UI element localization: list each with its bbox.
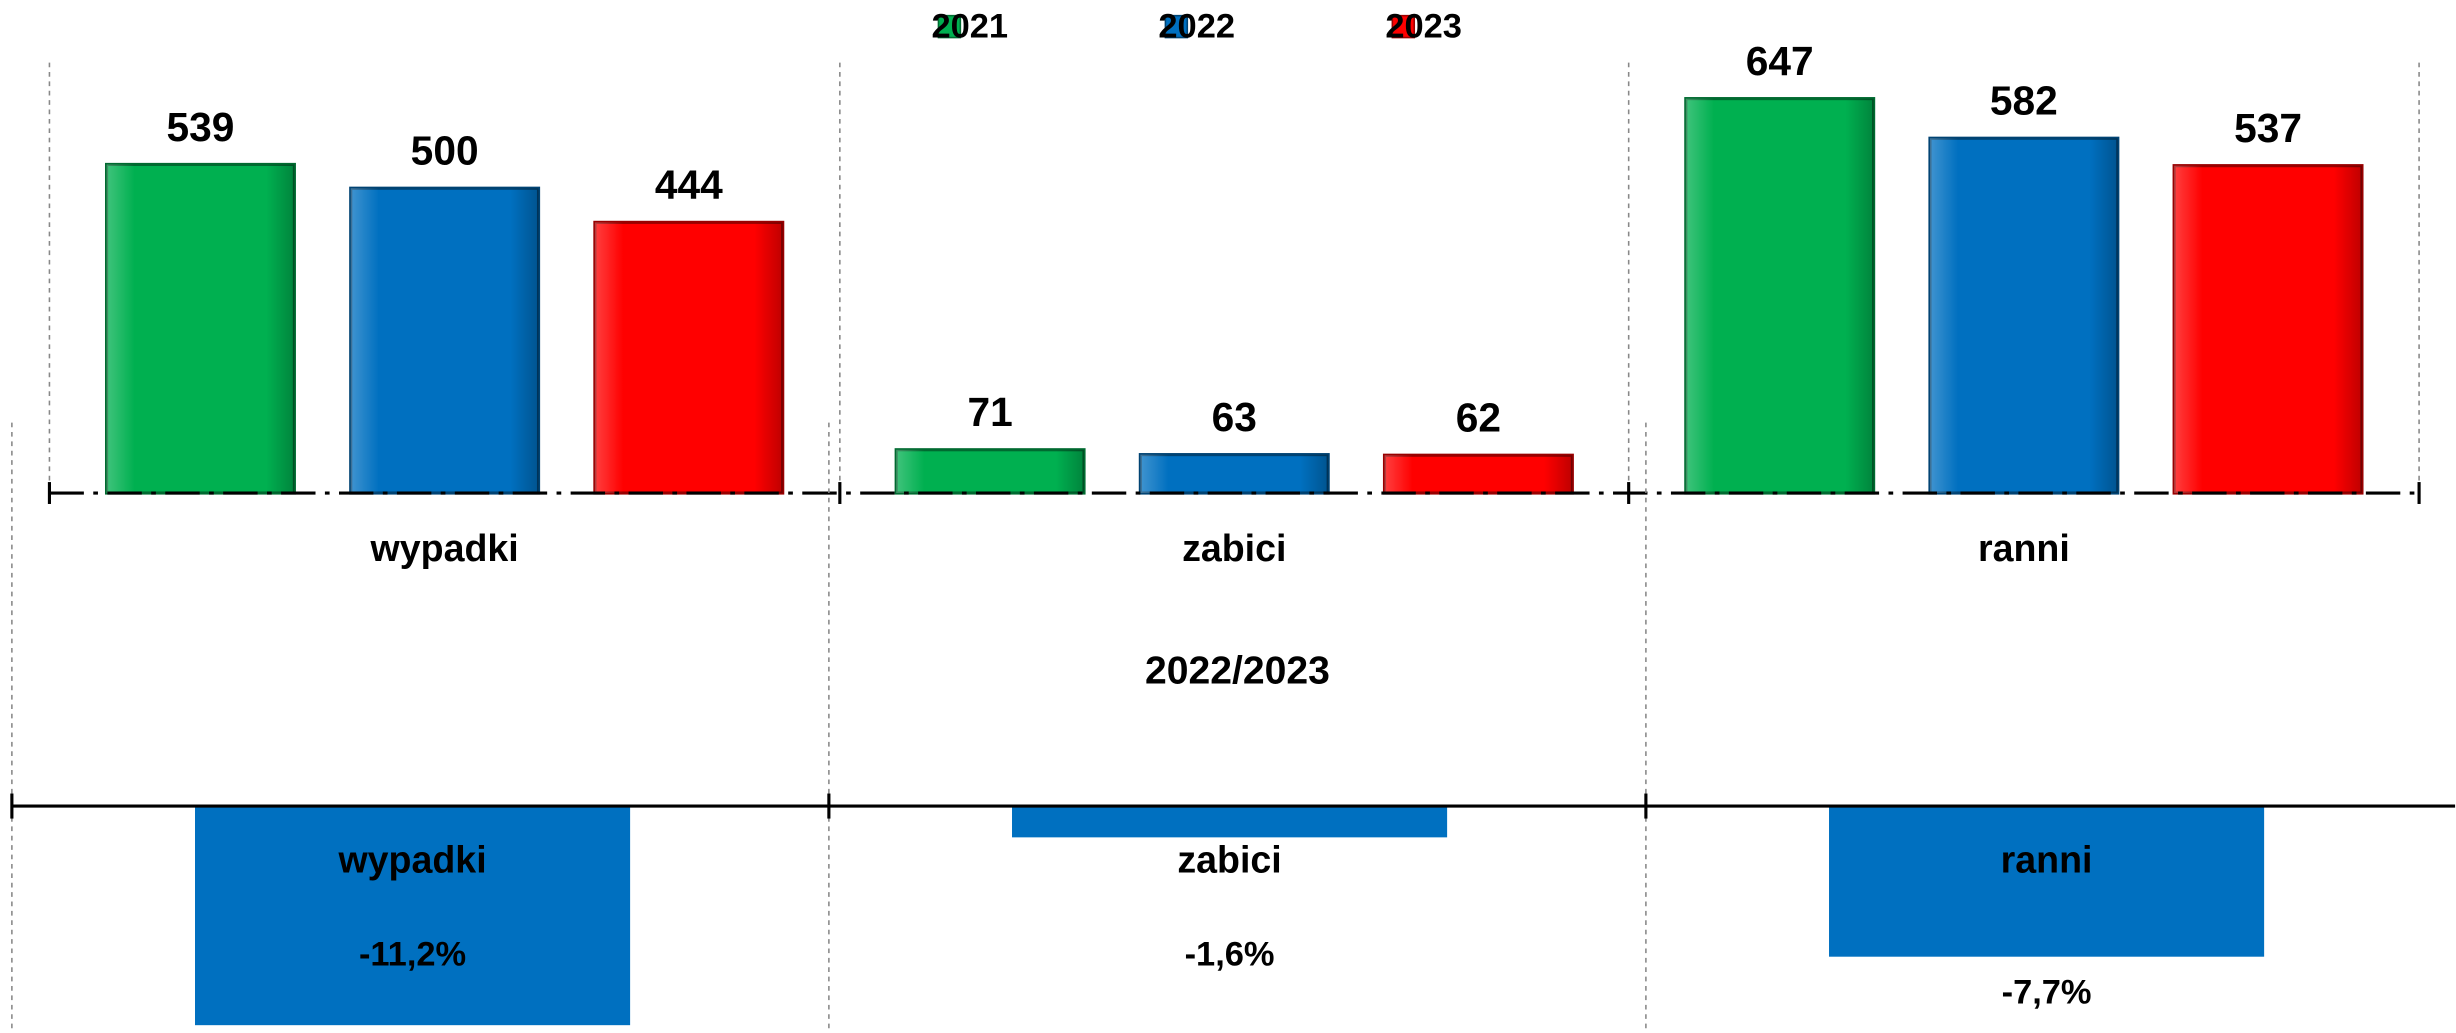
x-tick-label: zabici bbox=[1177, 838, 1281, 880]
bar bbox=[1829, 806, 2265, 957]
x-tick-label: wypadki bbox=[337, 838, 486, 880]
data-label: -7,7% bbox=[2002, 973, 2092, 1011]
legend-label: 2023 bbox=[1385, 7, 1462, 45]
chart-title: 2022/2023 bbox=[1145, 649, 1330, 692]
data-label: 63 bbox=[1212, 394, 1257, 440]
legend-label: 2021 bbox=[931, 7, 1008, 45]
data-label: 539 bbox=[167, 104, 235, 150]
legend-swatch bbox=[1391, 14, 1416, 39]
legend-swatch bbox=[937, 14, 962, 39]
data-label: 647 bbox=[1746, 38, 1814, 84]
bar-shine bbox=[2174, 165, 2362, 494]
data-label: -11,2% bbox=[359, 935, 466, 973]
x-tick-label: ranni bbox=[2001, 838, 2093, 880]
bar-shine bbox=[1685, 98, 1874, 494]
data-label: 444 bbox=[655, 162, 723, 208]
x-tick-label: zabici bbox=[1182, 527, 1286, 569]
bar bbox=[195, 806, 631, 1026]
data-label: 537 bbox=[2234, 105, 2302, 151]
bar bbox=[1012, 806, 1448, 838]
legend-swatch bbox=[1164, 14, 1189, 39]
bar-shine bbox=[350, 188, 539, 494]
data-label: -1,6% bbox=[1185, 935, 1275, 973]
bar-shine bbox=[896, 449, 1085, 494]
data-label: 62 bbox=[1456, 395, 1501, 441]
data-label: 582 bbox=[1990, 78, 2058, 124]
data-label: 71 bbox=[967, 389, 1012, 435]
bar-shine bbox=[106, 164, 295, 494]
bar-shine bbox=[1140, 454, 1329, 494]
x-tick-label: wypadki bbox=[370, 527, 519, 569]
bar-shine bbox=[1384, 455, 1573, 494]
data-label: 500 bbox=[411, 128, 479, 174]
legend-label: 2022 bbox=[1158, 7, 1235, 45]
bar-shine bbox=[1929, 138, 2118, 494]
x-tick-label: ranni bbox=[1978, 527, 2070, 569]
bar-shine bbox=[594, 222, 783, 494]
